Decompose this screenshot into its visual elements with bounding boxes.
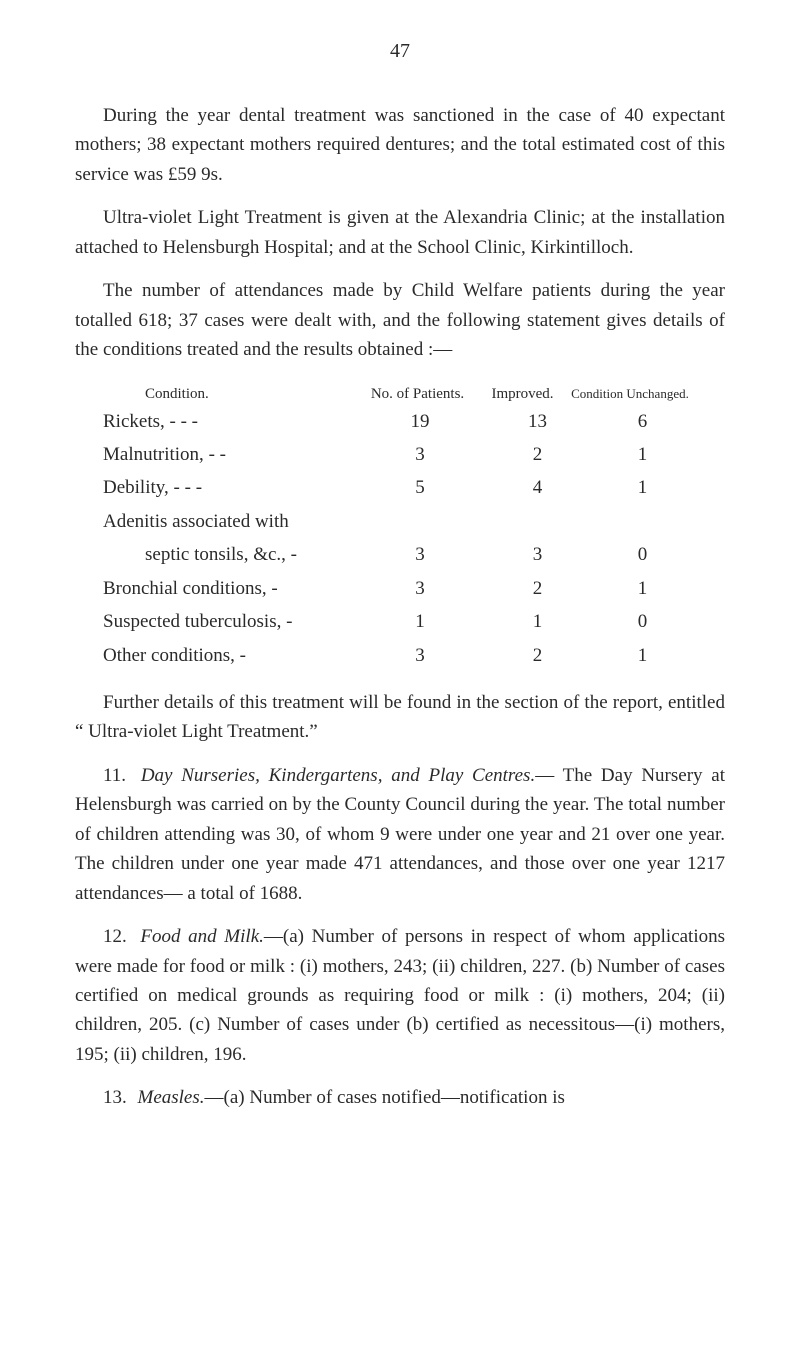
row-patients: 5 [355,473,485,502]
row-improved: 13 [485,407,590,436]
section-13: 13. Measles.—(a) Number of cases notifie… [75,1083,725,1112]
table-row: Rickets, - - - 19 13 6 [75,405,725,438]
header-improved: Improved. [475,385,570,403]
row-patients: 19 [355,407,485,436]
row-label: Other conditions, - [75,641,355,670]
table-header-row: Condition. No. of Patients. Improved. Co… [75,381,725,405]
section-number: 13. [103,1087,127,1108]
section-title: Food and Milk. [140,926,263,947]
section-12: 12. Food and Milk.—(a) Number of persons… [75,922,725,1069]
section-title: Day Nurseries, Kindergartens, and Play C… [141,765,535,786]
row-unchanged: 6 [590,407,695,436]
row-label: Suspected tuberculosis, - [75,607,355,636]
row-improved: 2 [485,440,590,469]
table-row: Other conditions, - 3 2 1 [75,639,725,672]
row-unchanged: 0 [590,607,695,636]
row-improved: 1 [485,607,590,636]
header-unchanged: Condition Unchanged. [570,386,690,402]
row-patients: 3 [355,540,485,569]
table-row: Malnutrition, - - 3 2 1 [75,438,725,471]
table-row: Bronchial conditions, - 3 2 1 [75,572,725,605]
row-label: Debility, - - - [75,473,355,502]
row-unchanged: 1 [590,574,695,603]
row-improved: 3 [485,540,590,569]
table-row: septic tonsils, &c., - 3 3 0 [75,538,725,571]
paragraph-3: The number of attendances made by Child … [75,276,725,364]
row-label: Malnutrition, - - [75,440,355,469]
section-number: 11. [103,765,126,786]
paragraph-1: During the year dental treatment was san… [75,101,725,189]
row-label: Bronchial conditions, - [75,574,355,603]
row-improved: 2 [485,641,590,670]
row-unchanged: 1 [590,440,695,469]
row-improved: 2 [485,574,590,603]
row-unchanged: 1 [590,473,695,502]
conditions-table: Condition. No. of Patients. Improved. Co… [75,381,725,673]
table-row: Debility, - - - 5 4 1 [75,471,725,504]
row-unchanged: 1 [590,641,695,670]
row-label: septic tonsils, &c., - [75,540,355,569]
row-label: Adenitis associated with [75,507,355,536]
section-11: 11. Day Nurseries, Kindergartens, and Pl… [75,761,725,908]
table-row: Adenitis associated with [75,505,725,538]
paragraph-2: Ultra-violet Light Treatment is given at… [75,203,725,262]
row-label: Rickets, - - - [75,407,355,436]
row-patients: 3 [355,641,485,670]
table-row: Suspected tuberculosis, - 1 1 0 [75,605,725,638]
paragraph-4: Further details of this treatment will b… [75,688,725,747]
section-title: Measles. [138,1087,205,1108]
section-body: —(a) Number of cases notified—notificati… [205,1087,565,1108]
section-number: 12. [103,926,127,947]
row-unchanged: 0 [590,540,695,569]
row-improved: 4 [485,473,590,502]
page-number: 47 [75,40,725,63]
row-patients: 3 [355,574,485,603]
row-patients: 1 [355,607,485,636]
header-condition: Condition. [75,385,360,403]
header-patients: No. of Patients. [360,385,475,403]
row-patients: 3 [355,440,485,469]
